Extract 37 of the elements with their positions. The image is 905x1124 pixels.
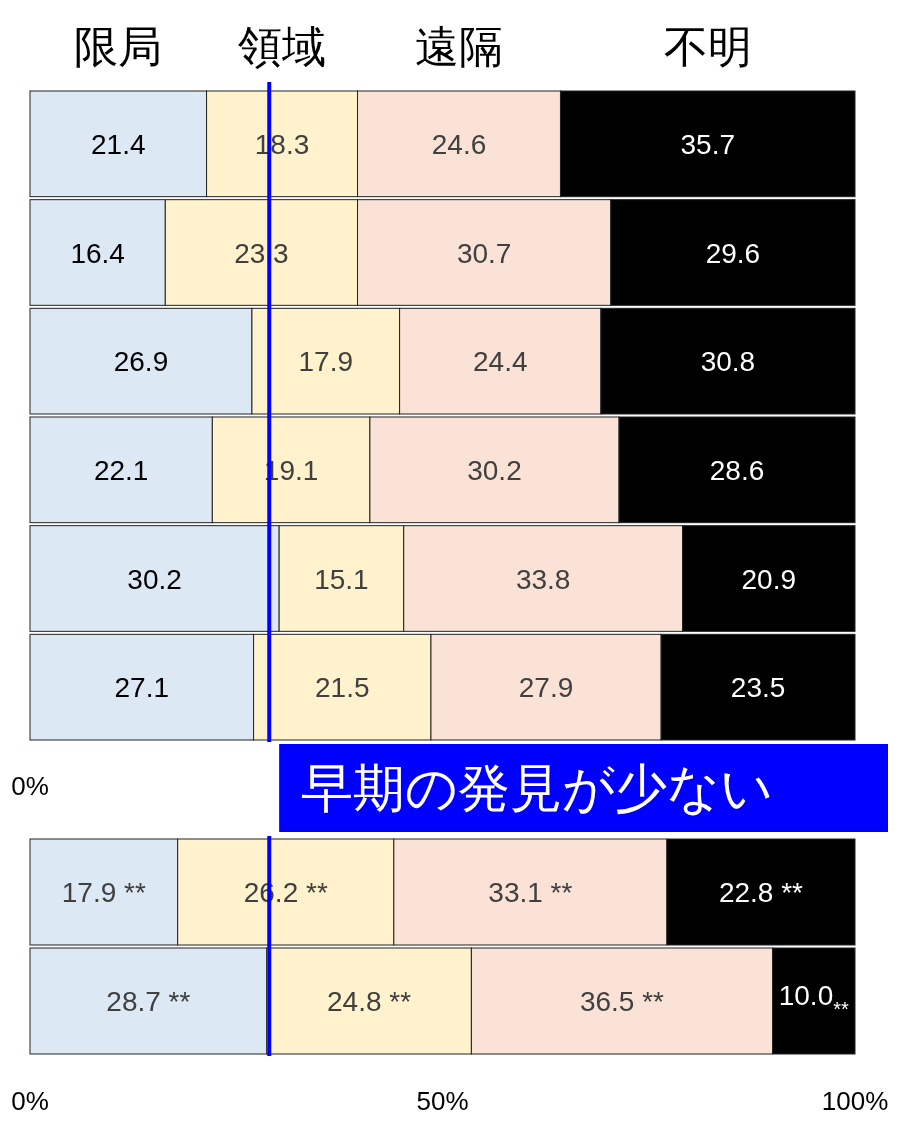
data-label: 21.4: [91, 128, 146, 160]
data-label: 30.7: [456, 237, 512, 269]
x-tick-label: 50%: [416, 1086, 469, 1116]
data-label: 22.8 **: [718, 877, 804, 908]
series-label: 限局: [74, 22, 163, 71]
data-label: 33.8: [515, 563, 571, 595]
data-label: 26.9: [113, 346, 169, 378]
text: 0%: [11, 771, 49, 801]
data-label: 23.5: [730, 672, 786, 704]
data-label: 20.9: [741, 563, 797, 595]
data-label: 24.8 **: [327, 986, 412, 1017]
x-tick-label: 0%: [11, 1086, 49, 1116]
data-label: 21.5: [315, 672, 370, 704]
data-label: 17.9 **: [61, 877, 146, 908]
data-label: 30.2: [127, 563, 182, 595]
data-label: 33.1 **: [488, 877, 573, 908]
data-label: 28.7 **: [106, 986, 191, 1017]
data-label: 28.6: [709, 454, 765, 486]
text: 早期の発見が少ない: [301, 759, 774, 817]
data-label: 22.1: [93, 454, 149, 486]
data-label: 36.5 **: [579, 986, 665, 1017]
data-label: 30.2: [467, 454, 522, 486]
data-label: 17.9: [298, 346, 354, 378]
data-label: 27.1: [114, 672, 170, 704]
data-label: 27.9: [518, 672, 574, 704]
series-label: 不明: [663, 22, 752, 71]
data-label: 24.4: [473, 346, 528, 378]
series-label: 領域: [238, 22, 327, 71]
x-tick-label: 100%: [821, 1086, 889, 1116]
data-label: 29.6: [705, 237, 761, 269]
data-label: 30.8: [700, 346, 756, 378]
series-label: 遠隔: [415, 22, 503, 71]
data-label: 16.4: [70, 237, 125, 269]
data-label: 15.1: [314, 563, 369, 595]
data-label: 24.6: [431, 128, 487, 160]
data-label: 35.7: [680, 128, 735, 160]
data-label: 10.0$_{**}$: [778, 980, 849, 1020]
